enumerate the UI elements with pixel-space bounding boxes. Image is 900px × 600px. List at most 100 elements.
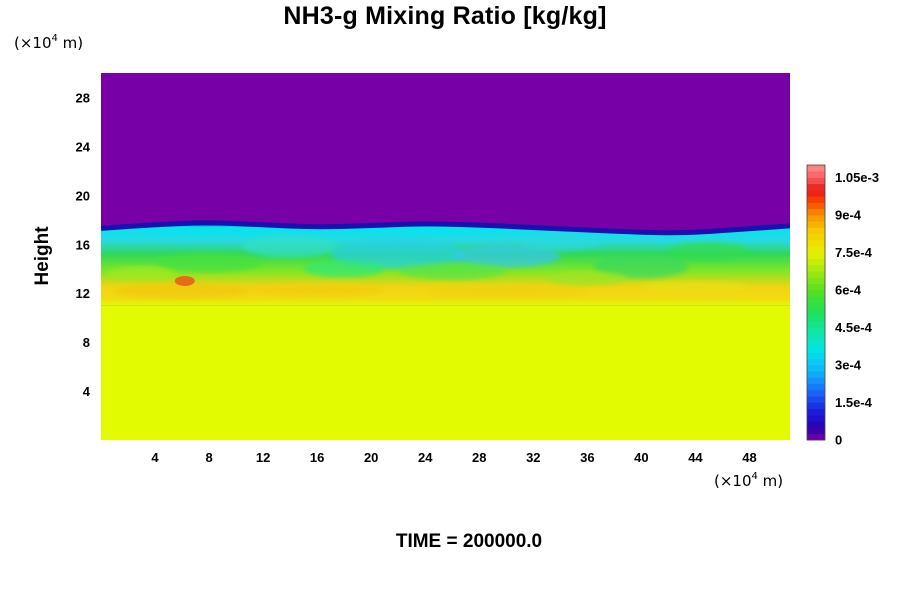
colorbar-band: [807, 277, 825, 285]
x-tick-label: 20: [364, 450, 378, 465]
turbulence-patch: [155, 252, 264, 273]
turbulence-patch: [398, 262, 507, 280]
x-tick-label: 12: [256, 450, 270, 465]
colorbar-band: [807, 321, 825, 328]
x-unit-prefix: (×10: [714, 472, 752, 490]
colorbar-tick-label: 4.5e-4: [835, 320, 873, 335]
colorbar-band: [807, 215, 825, 222]
colorbar-band: [807, 421, 825, 428]
turbulence-patch: [425, 284, 588, 297]
x-tick-label: 40: [634, 450, 648, 465]
colorbar-band: [807, 171, 825, 178]
x-tick-label: 4: [151, 450, 159, 465]
colorbar-band: [807, 352, 825, 360]
y-axis-unit: (×104 m): [14, 33, 84, 52]
turbulence-patch: [249, 283, 385, 296]
time-label: TIME = 200000.0: [395, 531, 543, 552]
y-tick-label: 20: [76, 188, 90, 203]
x-tick-label: 16: [310, 450, 324, 465]
x-tick-label: 32: [526, 450, 540, 465]
turbulence-patch: [114, 283, 250, 299]
turbulence-patch: [519, 233, 601, 251]
colorbar-band: [807, 358, 825, 366]
colorbar-band: [807, 427, 825, 435]
colorbar-band: [807, 177, 825, 185]
colorbar-band: [807, 271, 825, 278]
x-tick-label: 36: [580, 450, 594, 465]
colorbar-tick-label: 6e-4: [835, 283, 862, 298]
colorbar-band: [807, 165, 825, 172]
y-tick-label: 8: [83, 335, 90, 350]
colorbar-band: [807, 415, 825, 422]
x-tick-label: 24: [418, 450, 433, 465]
y-tick-label: 12: [76, 286, 90, 301]
lower-region: [101, 305, 790, 440]
colorbar-band: [807, 190, 825, 197]
colorbar-band: [807, 258, 825, 266]
colorbar-band: [807, 240, 825, 247]
x-unit-exponent: 4: [751, 471, 758, 482]
y-unit-suffix: m): [57, 34, 84, 52]
y-tick-label: 28: [76, 90, 90, 105]
turbulence-patch: [303, 260, 385, 278]
colorbar-band: [807, 383, 825, 391]
colorbar-band: [807, 183, 825, 191]
colorbar-band: [807, 302, 825, 310]
colorbar-band: [807, 233, 825, 241]
colorbar-band: [807, 265, 825, 272]
y-unit-prefix: (×10: [14, 34, 52, 52]
colorbar-band: [807, 227, 825, 235]
y-tick-label: 24: [76, 139, 91, 154]
colorbar-band: [807, 296, 825, 303]
colorbar-tick-label: 1.5e-4: [835, 395, 873, 410]
colorbar-tick-label: 9e-4: [835, 208, 862, 223]
y-tick-label: 16: [76, 237, 90, 252]
turbulence-patch: [546, 271, 628, 286]
colorbar-band: [807, 402, 825, 410]
colorbar-band: [807, 246, 825, 253]
colorbar-band: [807, 333, 825, 341]
turbulence-patch: [641, 280, 750, 294]
colorbar-band: [807, 202, 825, 210]
colorbar-tick-label: 7.5e-4: [835, 245, 873, 260]
colorbar-band: [807, 346, 825, 353]
colorbar-band: [807, 327, 825, 335]
colorbar-band: [807, 433, 825, 441]
colorbar-band: [807, 365, 825, 372]
colorbar-band: [807, 283, 825, 291]
colorbar-band: [807, 390, 825, 397]
colorbar-band: [807, 371, 825, 378]
colorbar-tick-label: 1.05e-3: [835, 170, 879, 185]
colorbar-band: [807, 308, 825, 316]
y-unit-exponent: 4: [51, 33, 58, 44]
colorbar-tick-label: 0: [835, 433, 842, 448]
colorbar-band: [807, 396, 825, 403]
colorbar-band: [807, 377, 825, 385]
x-tick-label: 48: [742, 450, 756, 465]
colorbar-band: [807, 196, 825, 203]
colorbar-band: [807, 208, 825, 216]
colorbar-band: [807, 221, 825, 228]
colorbar-band: [807, 340, 825, 347]
x-unit-suffix: m): [757, 472, 784, 490]
boundary-line: [101, 220, 790, 236]
plot-area: [101, 73, 790, 440]
high-concentration-spot: [174, 275, 195, 286]
turbulence-patch: [107, 266, 176, 281]
turbulence-patch: [452, 245, 561, 268]
colorbar-band: [807, 315, 825, 322]
turbulence-patch: [668, 241, 750, 262]
x-tick-label: 44: [688, 450, 703, 465]
colorbar-band: [807, 408, 825, 416]
x-tick-label: 8: [205, 450, 212, 465]
x-axis-unit: (×104 m): [714, 471, 784, 490]
colorbar-frame: [806, 164, 826, 441]
colorbar: 0 1.5e-4 3e-4 4.5e-4 6e-4 7.5e-4 9e-4 1.05e-3: [806, 164, 879, 448]
chart-title: NH3-g Mixing Ratio [kg/kg]: [283, 2, 607, 30]
colorbar-band: [807, 252, 825, 260]
colorbar-tick-label: 3e-4: [835, 358, 862, 373]
x-tick-label: 28: [472, 450, 486, 465]
colorbar-band: [807, 290, 825, 297]
